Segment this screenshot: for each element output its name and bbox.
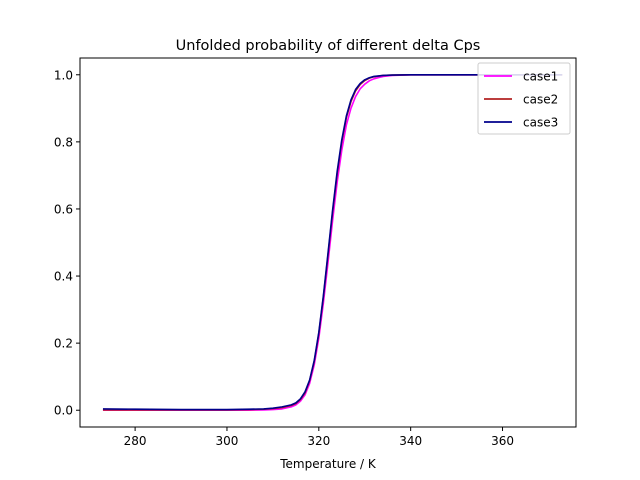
legend-label-case2: case2 — [523, 93, 558, 107]
x-tick-label: 340 — [399, 434, 422, 448]
x-tick-label: 280 — [124, 434, 147, 448]
x-tick-label: 300 — [216, 434, 239, 448]
x-tick-label: 320 — [307, 434, 330, 448]
y-tick-label: 0.6 — [54, 202, 73, 216]
series-line-case3 — [102, 73, 563, 411]
axes-frame — [79, 57, 577, 428]
legend: case1 case2 case3 — [477, 62, 571, 135]
legend-label-case1: case1 — [523, 70, 558, 84]
legend-label-case3: case3 — [523, 116, 558, 130]
x-tick-label: 360 — [491, 434, 514, 448]
x-axis-label: Temperature / K — [279, 457, 377, 471]
y-tick-label: 0.2 — [54, 337, 73, 351]
y-tick-label: 0.0 — [54, 404, 73, 418]
chart-title: Unfolded probability of different delta … — [176, 38, 481, 54]
y-tick-label: 0.8 — [54, 135, 73, 149]
y-tick-label: 0.4 — [54, 270, 73, 284]
legend-box — [477, 62, 571, 135]
y-tick-label: 1.0 — [54, 68, 73, 82]
